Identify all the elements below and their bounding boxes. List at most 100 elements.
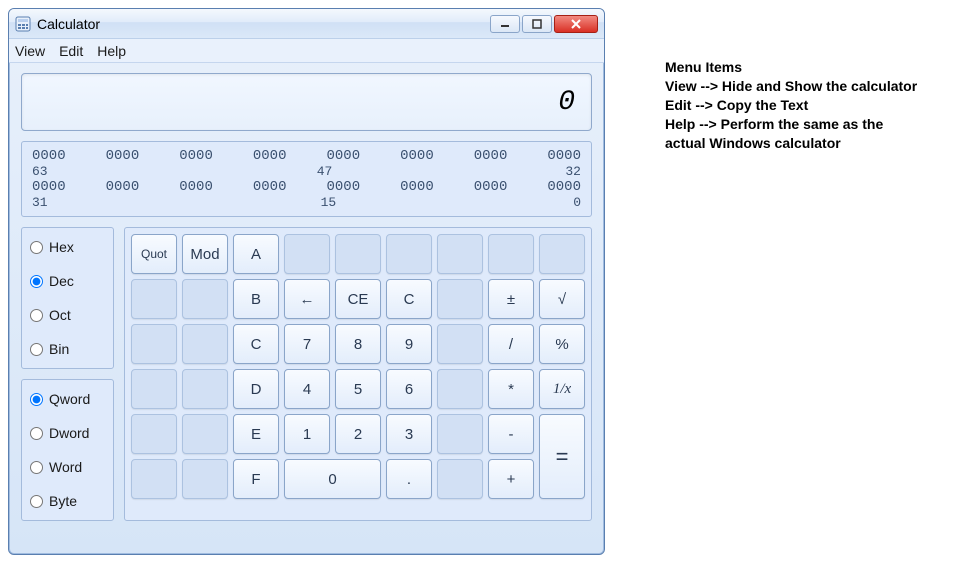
key-5[interactable]: 5 (335, 369, 381, 409)
bit-group: 0000 (253, 148, 287, 164)
left-column: Hex Dec Oct Bin Qword Dword Word Byte (21, 227, 114, 521)
key-ce[interactable]: CE (335, 279, 381, 319)
key-8[interactable]: 8 (335, 324, 381, 364)
bit-group: 0000 (179, 148, 213, 164)
key-3[interactable]: 3 (386, 414, 432, 454)
key-1[interactable]: 1 (284, 414, 330, 454)
menu-view[interactable]: View (15, 43, 45, 59)
key-divide[interactable]: / (488, 324, 534, 364)
bit-index: 47 (317, 164, 333, 179)
number-base-group: Hex Dec Oct Bin (21, 227, 114, 369)
radio-label: Dec (49, 273, 74, 289)
bit-display-panel: 0000 0000 0000 0000 0000 0000 0000 0000 … (21, 141, 592, 217)
key-blank (335, 234, 381, 274)
key-blank (182, 459, 228, 499)
key-blank (437, 234, 483, 274)
bit-group: 0000 (547, 148, 581, 164)
radio-oct[interactable]: Oct (30, 302, 105, 328)
key-7[interactable]: 7 (284, 324, 330, 364)
key-9[interactable]: 9 (386, 324, 432, 364)
radio-label: Dword (49, 425, 89, 441)
bit-group: 0000 (253, 179, 287, 195)
bit-group: 0000 (474, 148, 508, 164)
key-multiply[interactable]: * (488, 369, 534, 409)
bit-index: 0 (573, 195, 581, 210)
radio-label: Bin (49, 341, 69, 357)
key-blank (437, 459, 483, 499)
key-blank (437, 414, 483, 454)
annotation-text: Menu Items View --> Hide and Show the ca… (665, 58, 965, 152)
bit-index: 31 (32, 195, 48, 210)
key-reciprocal[interactable]: 1/x (539, 369, 585, 409)
key-blank (182, 414, 228, 454)
bit-group: 0000 (327, 179, 361, 195)
key-quot[interactable]: Quot (131, 234, 177, 274)
key-c[interactable]: C (233, 324, 279, 364)
key-f[interactable]: F (233, 459, 279, 499)
key-a[interactable]: A (233, 234, 279, 274)
radio-qword[interactable]: Qword (30, 386, 105, 412)
bit-group: 0000 (106, 179, 140, 195)
key-add[interactable]: + (488, 459, 534, 499)
bit-row-2: 0000 0000 0000 0000 0000 0000 0000 0000 (32, 179, 581, 195)
radio-label: Word (49, 459, 82, 475)
radio-byte[interactable]: Byte (30, 488, 105, 514)
annotation-line: Help --> Perform the same as the (665, 115, 965, 134)
key-blank (386, 234, 432, 274)
key-sqrt[interactable]: √ (539, 279, 585, 319)
radio-label: Oct (49, 307, 71, 323)
key-blank (182, 369, 228, 409)
key-d[interactable]: D (233, 369, 279, 409)
menu-edit[interactable]: Edit (59, 43, 83, 59)
menu-help[interactable]: Help (97, 43, 126, 59)
key-blank (539, 234, 585, 274)
keypad: Quot Mod A B ← CE C ± √ (124, 227, 592, 521)
bit-row-1: 0000 0000 0000 0000 0000 0000 0000 0000 (32, 148, 581, 164)
radio-dec[interactable]: Dec (30, 268, 105, 294)
key-blank (131, 279, 177, 319)
key-blank (182, 324, 228, 364)
display-value: 0 (558, 87, 575, 118)
key-subtract[interactable]: - (488, 414, 534, 454)
key-e[interactable]: E (233, 414, 279, 454)
key-0[interactable]: 0 (284, 459, 381, 499)
bit-group: 0000 (179, 179, 213, 195)
key-decimal[interactable]: . (386, 459, 432, 499)
bit-group: 0000 (32, 148, 66, 164)
bit-index: 32 (565, 164, 581, 179)
key-backspace[interactable]: ← (284, 279, 330, 319)
key-2[interactable]: 2 (335, 414, 381, 454)
radio-hex[interactable]: Hex (30, 234, 105, 260)
close-button[interactable] (554, 15, 598, 33)
bit-index: 15 (321, 195, 337, 210)
bit-group: 0000 (106, 148, 140, 164)
key-plus-minus[interactable]: ± (488, 279, 534, 319)
titlebar: Calculator (9, 9, 604, 39)
radio-bin[interactable]: Bin (30, 336, 105, 362)
radio-dword[interactable]: Dword (30, 420, 105, 446)
window-title: Calculator (37, 16, 490, 32)
key-b[interactable]: B (233, 279, 279, 319)
key-6[interactable]: 6 (386, 369, 432, 409)
minimize-button[interactable] (490, 15, 520, 33)
key-percent[interactable]: % (539, 324, 585, 364)
key-blank (131, 324, 177, 364)
maximize-button[interactable] (522, 15, 552, 33)
annotation-line: actual Windows calculator (665, 134, 965, 153)
bit-group: 0000 (400, 148, 434, 164)
key-equals[interactable]: = (539, 414, 585, 499)
bit-group: 0000 (547, 179, 581, 195)
radio-word[interactable]: Word (30, 454, 105, 480)
key-clear[interactable]: C (386, 279, 432, 319)
bit-group: 0000 (327, 148, 361, 164)
radio-label: Qword (49, 391, 90, 407)
bit-labels-1: 63 47 32 (32, 164, 581, 179)
word-size-group: Qword Dword Word Byte (21, 379, 114, 521)
key-blank (437, 369, 483, 409)
annotation-heading: Menu Items (665, 58, 965, 77)
bit-group: 0000 (400, 179, 434, 195)
key-blank (488, 234, 534, 274)
client-area: 0 0000 0000 0000 0000 0000 0000 0000 000… (9, 63, 604, 533)
key-4[interactable]: 4 (284, 369, 330, 409)
key-mod[interactable]: Mod (182, 234, 228, 274)
